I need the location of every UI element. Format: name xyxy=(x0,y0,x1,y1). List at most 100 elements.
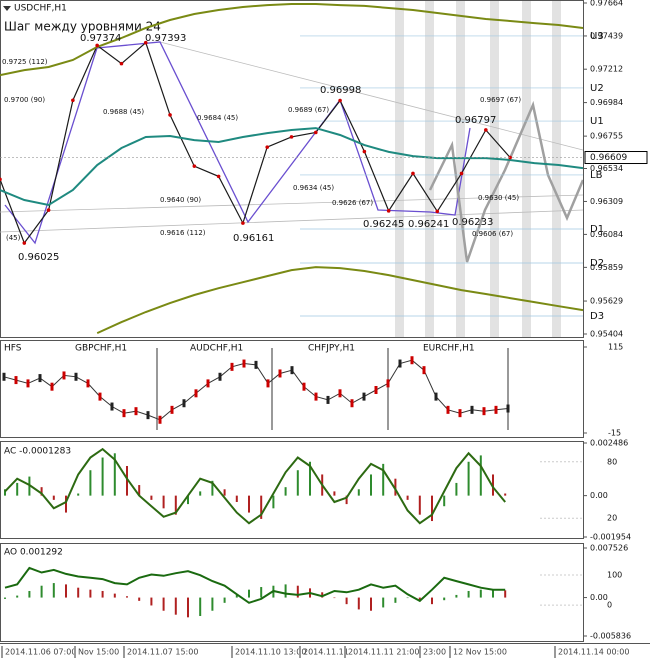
price-point xyxy=(95,43,99,48)
indicator-bar xyxy=(138,485,141,496)
price-point xyxy=(508,155,512,160)
indicator-bar xyxy=(126,596,128,598)
indicator-bar xyxy=(382,597,385,608)
y-tick-label: 0.97212 xyxy=(590,65,623,74)
indicator-bar xyxy=(89,470,92,496)
time-label: 2014.11.14 00:00 xyxy=(558,648,629,657)
hfs-bar xyxy=(170,405,174,414)
hfs-bar xyxy=(122,409,126,418)
time-label-bg xyxy=(299,646,301,658)
indicator-bar xyxy=(40,487,43,496)
y-tick-label: -0.001954 xyxy=(590,533,631,542)
indicator-bar xyxy=(77,493,80,496)
y-tick-label: 0.96084 xyxy=(590,230,623,239)
hfs-separators xyxy=(156,348,509,430)
trend-line xyxy=(159,41,583,151)
indicator-bar xyxy=(89,589,92,598)
indicator-bar xyxy=(235,594,238,598)
level-label: LB xyxy=(590,170,603,181)
price-point xyxy=(459,171,464,176)
pair-label: GBPCHF,H1 xyxy=(75,344,127,354)
hfs-bar xyxy=(266,379,270,388)
time-label: 2014.11.10 13:00 xyxy=(235,648,306,657)
price-point xyxy=(386,209,391,213)
annotation: 0.9606 (67) xyxy=(472,230,513,238)
chart-title: USDCHF,H1 xyxy=(14,4,67,14)
time-label: 12 Nov 15:00 xyxy=(453,648,507,657)
price-point xyxy=(265,145,270,149)
hfs-bar xyxy=(278,369,282,378)
y-tick-label: 0.96534 xyxy=(590,164,623,173)
hfs-bar xyxy=(302,382,306,391)
y-tick-label: -15 xyxy=(608,429,621,438)
panel-frame xyxy=(0,441,584,539)
indicator-bar xyxy=(40,585,43,598)
annotation: 0.9684 (45) xyxy=(197,114,238,122)
panel-title: HFS xyxy=(4,344,22,354)
indicator-bar xyxy=(16,595,19,598)
indicator-bar xyxy=(199,597,202,617)
panel-frame xyxy=(0,340,584,438)
indicator-bar xyxy=(260,587,263,598)
hfs-bar xyxy=(386,379,390,388)
indicator-bar xyxy=(138,597,141,601)
level-label: D1 xyxy=(590,224,604,235)
y-tick-label: 115 xyxy=(608,343,623,352)
indicator-bar xyxy=(394,478,397,496)
indicator-bar xyxy=(126,465,128,496)
indicator-bar xyxy=(504,590,507,598)
hfs-bar xyxy=(314,392,318,401)
collapse-icon[interactable] xyxy=(3,6,11,11)
indicator-bar xyxy=(406,597,409,599)
y-tick-label: 0.95629 xyxy=(590,297,623,306)
price-point xyxy=(313,130,318,135)
indicator-bar xyxy=(150,495,153,500)
last-price-box xyxy=(584,151,648,165)
zigzag xyxy=(4,41,471,245)
indicator-bar xyxy=(52,583,55,598)
time-label-bg xyxy=(1,646,3,658)
hfs-bar xyxy=(74,372,78,381)
hfs-bar xyxy=(446,405,450,414)
indicator-bar xyxy=(211,597,214,611)
y-tick-label: 0.00 xyxy=(590,593,608,602)
price-point xyxy=(119,61,124,66)
hfs-bar xyxy=(194,389,198,398)
time-label: 23:00 xyxy=(423,648,446,657)
annotation: 0.9700 (90) xyxy=(4,96,45,104)
trend-line xyxy=(0,194,583,213)
indicator-bar xyxy=(345,597,348,605)
annotation: 0.96797 xyxy=(455,115,496,126)
y-tick-label: 0.97664 xyxy=(590,0,623,8)
time-label-bg xyxy=(554,646,556,658)
price-point xyxy=(484,128,488,132)
indicator-bar xyxy=(223,597,226,603)
y-tick-label: 0.00 xyxy=(590,491,608,500)
y2-tick-label: 0 xyxy=(607,601,612,610)
y-tick-label: 0.96755 xyxy=(590,132,623,141)
price-point xyxy=(71,98,75,103)
price-plot xyxy=(0,3,583,335)
time-label-bg xyxy=(344,646,346,658)
indicator-bar xyxy=(150,597,153,606)
hfs-bar xyxy=(110,402,114,411)
indicator-bar xyxy=(223,489,226,496)
hfs-bar xyxy=(146,411,150,420)
last-price-label: 0.96609 xyxy=(590,153,627,163)
level-label: D2 xyxy=(590,258,604,269)
indicator-bar xyxy=(28,590,31,598)
chart-subtitle: Шаг между уровнями 24 xyxy=(4,20,161,34)
indicator-bar xyxy=(272,495,275,509)
indicator-bar xyxy=(101,590,104,598)
indicator-bar xyxy=(492,474,494,496)
annotation: 0.96233 xyxy=(452,217,493,228)
indicator-bar xyxy=(333,597,336,599)
indicator-bar xyxy=(333,491,336,496)
y-tick-label: 0.95404 xyxy=(590,330,623,339)
hfs-bar xyxy=(434,392,438,401)
annotation: 0.9697 (67) xyxy=(480,96,521,104)
time-label-bg xyxy=(449,646,451,658)
shade-band xyxy=(522,1,531,337)
